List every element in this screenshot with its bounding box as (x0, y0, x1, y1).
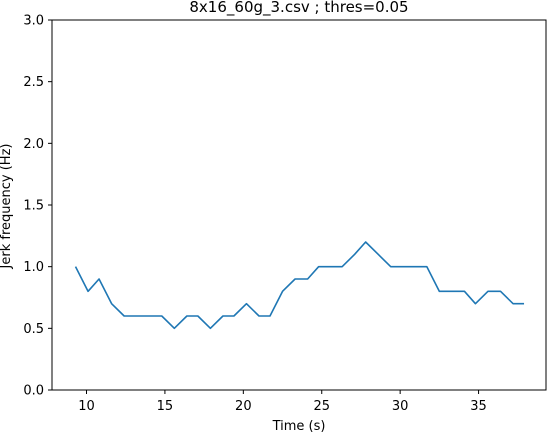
x-axis-label: Time (s) (272, 419, 326, 433)
y-tick-label: 1.0 (23, 260, 44, 275)
x-tick-label: 15 (157, 399, 174, 414)
x-axis: 10 15 20 25 30 35 (78, 390, 487, 414)
axes-frame (51, 19, 547, 391)
y-tick-label: 2.0 (23, 137, 44, 152)
y-tick-label: 2.5 (23, 75, 44, 90)
y-axis-label: Jerk frequency (Hz) (0, 144, 14, 270)
y-axis: 0.0 0.5 1.0 1.5 2.0 2.5 3.0 (23, 14, 52, 399)
chart-title: 8x16_60g_3.csv ; thres=0.05 (189, 0, 408, 17)
y-tick-label: 1.5 (23, 199, 44, 214)
y-tick-label: 3.0 (23, 14, 44, 29)
y-tick-label: 0.0 (23, 384, 44, 399)
plot-area (74, 241, 525, 330)
y-tick-label: 0.5 (23, 322, 44, 337)
x-tick-label: 20 (235, 399, 252, 414)
x-tick-label: 35 (470, 399, 487, 414)
x-tick-label: 25 (313, 399, 330, 414)
x-tick-label: 30 (392, 399, 409, 414)
x-tick-label: 10 (78, 399, 95, 414)
series-line (74, 241, 525, 330)
